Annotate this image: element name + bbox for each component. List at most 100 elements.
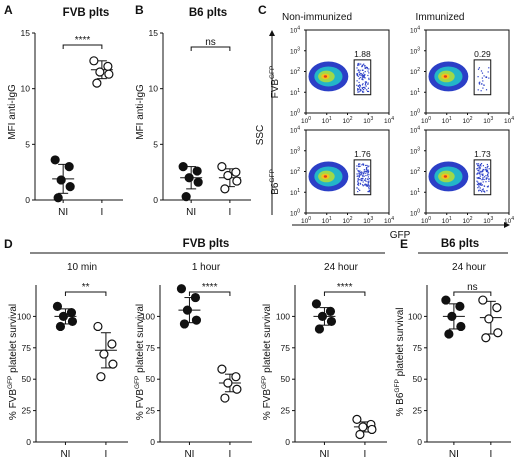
gated-event [364, 65, 366, 67]
gated-event [480, 170, 482, 172]
significance-bracket [190, 46, 231, 51]
gated-event [485, 178, 487, 180]
dot-plots: 0 5 10 15 NI I **** 0 5 10 15 NI Ins 0 25 50 75 100 NI I 10 … [17, 28, 511, 457]
gated-event [483, 185, 485, 187]
population-peak [443, 75, 448, 78]
x-tick-label: NI [58, 207, 68, 218]
gated-event [480, 163, 482, 166]
gated-event [365, 183, 367, 186]
gated-event [361, 65, 363, 67]
gated-event [363, 91, 365, 93]
y-tick-label: 50 [281, 374, 291, 384]
gate-percentage: 1.76 [354, 149, 371, 159]
gated-event [357, 69, 360, 71]
gated-event [477, 177, 479, 180]
data-point-i [103, 61, 113, 72]
gated-event [479, 187, 481, 189]
flow-y-tick-label: 102 [290, 67, 300, 76]
flow-y-tick-label: 100 [410, 209, 420, 218]
gated-event [483, 178, 485, 181]
y-tick-label: 50 [146, 374, 156, 384]
data-point-ni [67, 316, 78, 327]
gated-event [359, 170, 361, 172]
gated-event [482, 169, 484, 172]
gated-event [366, 178, 369, 180]
row-label-0-text: FVB [270, 79, 281, 99]
gated-event [487, 173, 489, 175]
panel-d-ylabel-2: % FVBGFP platelet survival [134, 304, 146, 420]
gated-event [484, 167, 487, 169]
flow-y-tick-label: 103 [290, 146, 300, 155]
gated-event [363, 173, 365, 175]
gated-event [358, 175, 360, 177]
data-point-i [484, 314, 494, 324]
gated-event [477, 177, 480, 179]
gated-event [481, 72, 484, 74]
gate-percentage: 1.73 [474, 149, 491, 159]
panel-b-ylabel: MFI anti-IgG [135, 84, 146, 140]
gated-event [482, 177, 484, 179]
gated-event [367, 90, 370, 93]
data-point-ni [190, 292, 201, 303]
data-point-ni [317, 311, 328, 321]
data-point-ni [311, 299, 322, 309]
gated-event [477, 89, 479, 91]
gated-event [486, 170, 489, 172]
flow-x-tick-label: 102 [342, 216, 352, 225]
flow-x-tick-label: 103 [363, 216, 373, 225]
e-ylabel-suffix: platelet survival [395, 308, 406, 380]
flow-y-tick-label: 100 [290, 109, 300, 118]
gated-event [364, 86, 366, 89]
y-tick-label: 25 [281, 406, 291, 416]
chart-2: 0 25 50 75 100 NI I 10 min ** [17, 262, 128, 457]
flow-x-tick-label: 102 [462, 216, 472, 225]
gated-event [367, 70, 369, 72]
population-peak [323, 175, 328, 178]
panel-d-ylabel-1: % FVBGFP platelet survival [7, 304, 19, 420]
gated-event [483, 75, 485, 77]
gated-event [356, 175, 358, 177]
flow-x-tick-label: 102 [342, 116, 352, 125]
data-point-ni [441, 295, 451, 305]
y-tick-label: 100 [276, 311, 290, 321]
data-point-ni [447, 311, 457, 321]
x-tick-label: NI [186, 207, 196, 218]
data-point-i [232, 384, 242, 394]
gated-event [362, 69, 364, 71]
gated-event [364, 70, 366, 73]
gated-event [479, 182, 481, 184]
data-point-ni [192, 166, 202, 176]
gated-event [476, 177, 478, 179]
gated-event [356, 165, 358, 167]
gated-event [480, 165, 482, 167]
gated-event [366, 66, 368, 69]
gated-event [362, 184, 364, 186]
gated-event [478, 166, 480, 169]
gated-event [485, 169, 487, 171]
gated-event [485, 76, 488, 79]
flow-x-tick-label: 101 [442, 216, 452, 225]
flow-x-tick-label: 103 [363, 116, 373, 125]
gated-event [479, 167, 481, 169]
gated-event [366, 184, 368, 186]
gated-event [479, 171, 482, 173]
gated-event [368, 181, 370, 184]
subplot-title: 24 hour [324, 262, 359, 273]
gated-event [361, 78, 363, 80]
d1-ylabel-sup: GFP [7, 376, 14, 389]
gated-event [358, 74, 361, 76]
chart-4: 0 25 50 75 100 NI I 24 hour **** [276, 262, 387, 457]
gated-event [362, 163, 365, 165]
gate-percentage: 1.88 [354, 49, 371, 59]
gated-event [356, 173, 358, 175]
gated-event [483, 169, 485, 171]
gated-event [361, 164, 363, 166]
gated-event [477, 169, 479, 172]
gated-event [479, 175, 481, 177]
y-tick-label: 75 [146, 343, 156, 353]
data-point-i [358, 422, 368, 432]
flow-y-tick-label: 102 [290, 167, 300, 176]
gated-event [366, 89, 368, 91]
